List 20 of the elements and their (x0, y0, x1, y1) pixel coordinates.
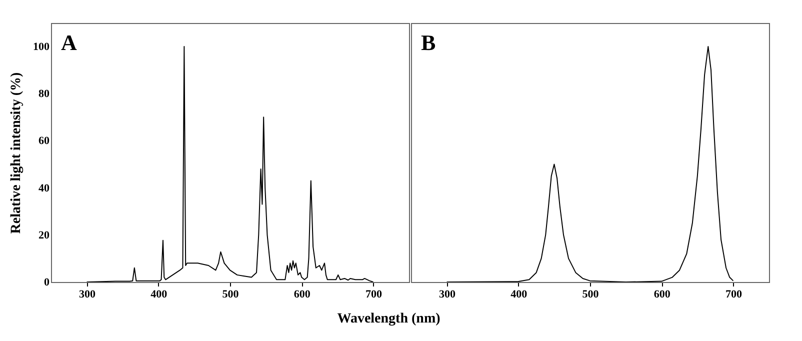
y-tick-label: 100 (33, 41, 50, 54)
y-tick-label: 60 (38, 135, 50, 148)
annotation: B (421, 30, 436, 55)
y-axis-title: Relative light intensity (%) (9, 72, 24, 234)
x-tick-label: 500 (582, 288, 600, 300)
annotation: A (61, 30, 77, 55)
y-tick-label: 80 (38, 88, 50, 100)
y-tick-label: 40 (38, 182, 50, 194)
y-tick-label: 20 (38, 229, 50, 242)
x-axis-title: Wavelength (nm) (337, 312, 441, 326)
x-tick-label: 400 (150, 288, 168, 300)
x-tick-label: 400 (510, 288, 528, 300)
x-tick-label: 600 (294, 288, 311, 300)
x-tick-label: 600 (654, 288, 671, 300)
x-tick-label: 700 (365, 288, 382, 300)
x-tick-label: 300 (439, 288, 456, 300)
x-tick-label: 300 (79, 288, 96, 300)
x-tick-label: 500 (222, 288, 240, 300)
y-tick-label: 0 (44, 276, 50, 288)
x-tick-label: 700 (725, 288, 742, 300)
